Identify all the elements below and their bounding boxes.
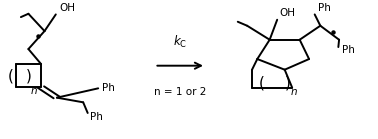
Text: n = 1 or 2: n = 1 or 2 <box>154 87 206 97</box>
Text: OH: OH <box>60 3 76 13</box>
Text: Ph: Ph <box>102 83 115 93</box>
Text: n: n <box>31 86 37 96</box>
Text: ): ) <box>284 75 290 90</box>
Text: Ph: Ph <box>342 45 355 55</box>
Text: $\mathit{k}_\mathrm{C}$: $\mathit{k}_\mathrm{C}$ <box>173 34 187 50</box>
Text: (: ( <box>8 68 14 83</box>
Text: Ph: Ph <box>318 3 332 13</box>
Text: n: n <box>291 87 298 97</box>
Text: OH: OH <box>279 8 295 18</box>
Text: Ph: Ph <box>90 112 102 122</box>
Text: (: ( <box>259 75 264 90</box>
Text: ): ) <box>25 68 31 83</box>
